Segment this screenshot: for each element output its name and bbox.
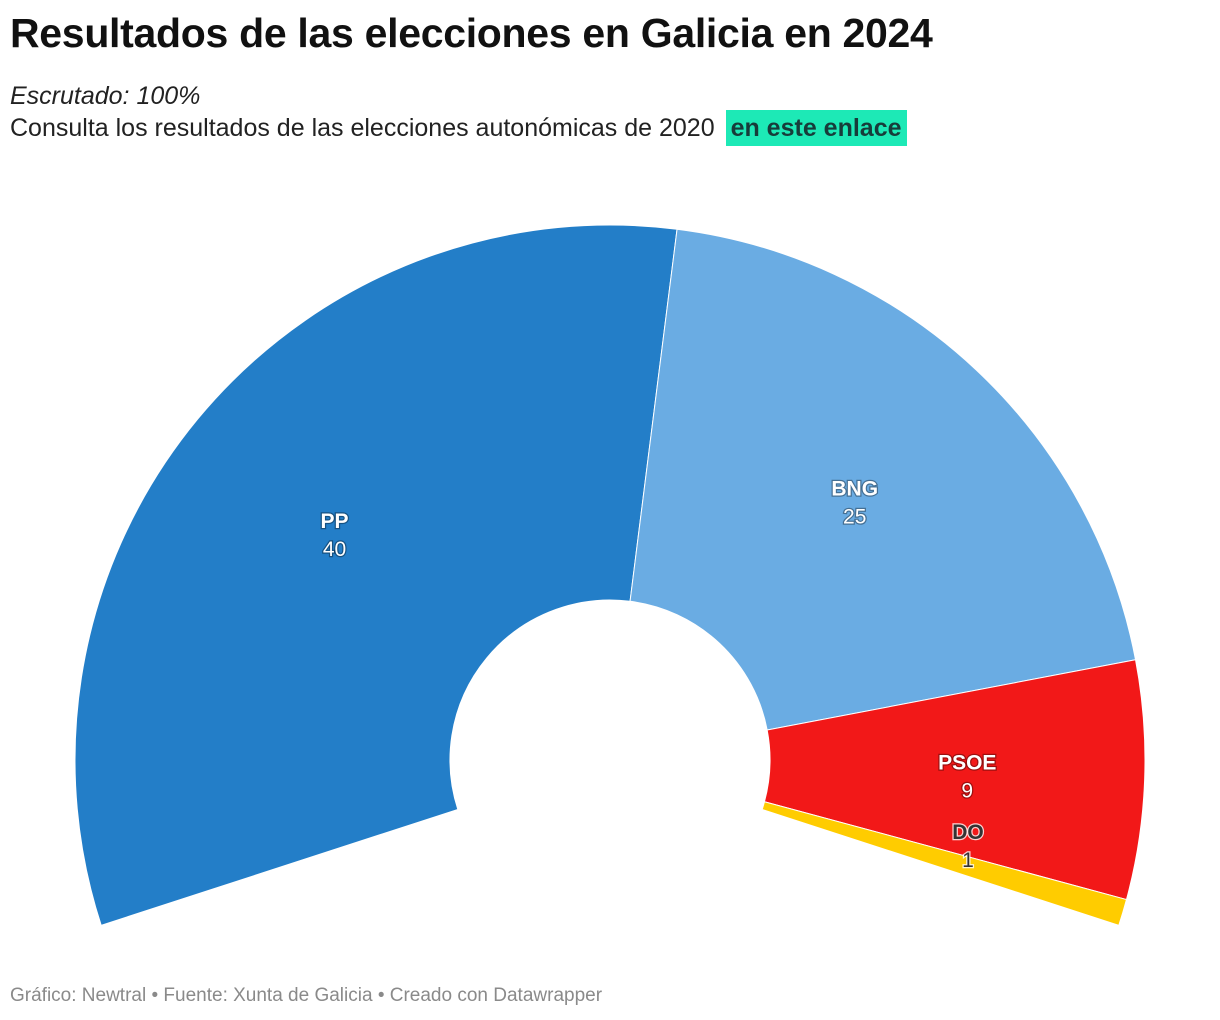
slice-bng[interactable] bbox=[629, 228, 1137, 731]
slice-psoe[interactable] bbox=[763, 659, 1146, 901]
slice-value-pp: 40 bbox=[323, 538, 346, 561]
chart-subtitle-scrutinized: Escrutado: 100% bbox=[10, 82, 201, 110]
chart-title: Resultados de las elecciones en Galicia … bbox=[10, 10, 933, 56]
results-2020-link[interactable]: en este enlace bbox=[725, 110, 907, 146]
slice-do[interactable] bbox=[761, 801, 1128, 926]
subtitle-text: Consulta los resultados de las eleccione… bbox=[10, 114, 715, 142]
slice-value-psoe: 9 bbox=[961, 779, 973, 802]
chart-slices bbox=[74, 224, 1146, 926]
slice-value-do: 1 bbox=[962, 849, 974, 872]
chart-footer-credit: Gráfico: Newtral • Fuente: Xunta de Gali… bbox=[10, 985, 603, 1006]
chart-subtitle: Consulta los resultados de las eleccione… bbox=[10, 110, 907, 146]
slice-value-bng: 25 bbox=[843, 505, 866, 528]
slice-pp[interactable] bbox=[74, 224, 678, 926]
slice-label-pp: PP bbox=[321, 510, 349, 533]
slice-label-bng: BNG bbox=[831, 477, 878, 500]
slice-label-psoe: PSOE bbox=[938, 751, 996, 774]
chart-labels: PP 40 BNG 25 PSOE 9 DO 1 bbox=[319, 476, 997, 873]
slice-label-do: DO bbox=[952, 821, 984, 844]
